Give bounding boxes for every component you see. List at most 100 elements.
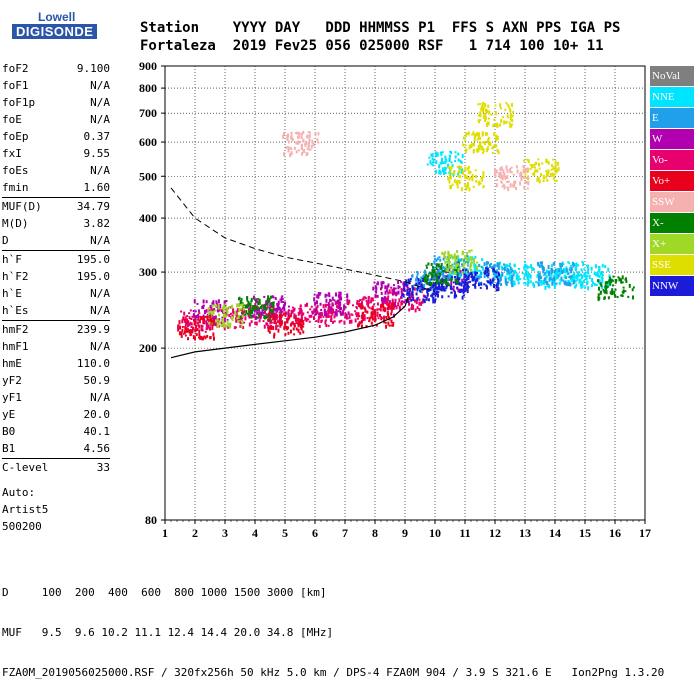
echo-point-vo: [310, 314, 313, 318]
echo-point-sse: [472, 131, 475, 136]
echo-point-vo: [193, 315, 196, 319]
echo-point-x: [620, 279, 623, 284]
echo-point-vo: [300, 327, 303, 331]
echo-point-nne: [452, 255, 455, 259]
echo-point-nne: [571, 276, 574, 281]
echo-point-vo: [382, 317, 385, 320]
echo-point-w: [214, 320, 217, 325]
echo-point-w: [373, 281, 376, 284]
echo-point-sse: [464, 148, 467, 153]
echo-point-nne: [587, 271, 590, 275]
echo-point-x: [269, 307, 272, 311]
echo-point-w: [317, 294, 320, 299]
echo-point-x: [223, 306, 226, 310]
echo-point-vo: [380, 316, 383, 321]
echo-point-vo: [267, 312, 270, 315]
echo-point-vo: [212, 332, 215, 337]
echo-point-e: [572, 280, 575, 285]
echo-point-x: [444, 251, 447, 255]
echo-point-x: [597, 279, 600, 283]
echo-point-w: [192, 309, 195, 312]
echo-point-nne: [527, 282, 530, 285]
echo-point-vo: [199, 335, 202, 339]
echo-point-ssw: [307, 145, 310, 148]
x-tick-label: 6: [312, 526, 318, 540]
echo-point-ssw: [509, 183, 512, 188]
legend-item-vo: Vo-: [650, 150, 694, 170]
echo-point-sse: [471, 142, 474, 145]
echo-point-e: [512, 273, 515, 277]
echo-point-sse: [453, 171, 456, 175]
echo-point-nnw: [450, 291, 453, 294]
echo-point-vo: [233, 326, 236, 330]
echo-point-x: [469, 266, 472, 270]
echo-point-vo: [178, 331, 181, 336]
echo-point-w: [441, 277, 444, 280]
echo-point-nnw: [430, 278, 433, 281]
echo-point-nne: [543, 280, 546, 285]
param-value: 195.0: [76, 253, 110, 266]
echo-point-nne: [560, 268, 563, 273]
echo-point-nne: [533, 283, 536, 288]
echo-point-nne: [553, 271, 556, 275]
param-value: N/A: [90, 164, 110, 177]
legend-item-w: W: [650, 129, 694, 149]
echo-point-e: [455, 257, 458, 260]
echo-point-nne: [450, 151, 453, 155]
echo-point-nnw: [464, 287, 467, 292]
echo-point-e: [559, 262, 562, 265]
param-label: C-level: [2, 461, 49, 474]
echo-point-e: [480, 271, 483, 275]
echo-point-nne: [439, 170, 442, 175]
echo-point-nne: [473, 263, 476, 268]
echo-point-nne: [567, 279, 570, 284]
echo-point-x: [440, 263, 443, 267]
echo-point-nne: [547, 283, 550, 286]
echo-point-x: [249, 307, 252, 312]
echo-point-x: [461, 250, 464, 255]
echo-point-vo: [386, 297, 389, 302]
echo-point-x: [426, 276, 429, 280]
echo-point-vo: [265, 322, 268, 326]
echo-point-vo: [208, 318, 211, 323]
echo-point-sse: [479, 119, 482, 122]
echo-point-vo: [385, 316, 388, 319]
param-label: h`F2: [2, 270, 29, 283]
echo-point-ssw: [493, 172, 496, 177]
echo-point-sse: [524, 173, 527, 176]
echo-point-nne: [513, 270, 516, 274]
echo-point-vo: [363, 306, 366, 310]
echo-point-nnw: [431, 293, 434, 298]
echo-point-vo: [196, 321, 199, 325]
echo-point-vo: [242, 321, 245, 324]
echo-point-nne: [457, 158, 460, 162]
echo-point-sse: [496, 136, 499, 141]
echo-point-e: [485, 261, 488, 266]
echo-point-x: [226, 307, 229, 312]
echo-point-sse: [541, 162, 544, 165]
echo-point-sse: [462, 143, 465, 147]
echo-point-nne: [493, 273, 496, 277]
echo-point-x: [476, 261, 479, 264]
echo-point-vo: [188, 312, 191, 315]
echo-point-nnw: [495, 284, 498, 289]
echo-point-x: [236, 317, 239, 320]
echo-point-vo: [361, 317, 364, 322]
echo-point-nnw: [479, 286, 482, 289]
echo-point-nnw: [456, 286, 459, 289]
echo-point-x: [269, 317, 272, 322]
echo-point-vo: [183, 318, 186, 323]
echo-point-vo: [297, 324, 300, 328]
echo-point-nne: [583, 272, 586, 275]
echo-point-x: [269, 309, 272, 314]
echo-point-vo: [315, 320, 318, 323]
echo-point-nne: [545, 275, 548, 278]
param-label: fmin: [2, 181, 29, 194]
echo-point-sse: [526, 158, 529, 161]
echo-point-vo: [187, 323, 190, 328]
echo-point-vo: [206, 313, 209, 318]
echo-point-nne: [593, 282, 596, 286]
echo-point-x: [620, 294, 623, 297]
echo-point-vo: [212, 321, 215, 325]
echo-point-sse: [552, 166, 555, 171]
